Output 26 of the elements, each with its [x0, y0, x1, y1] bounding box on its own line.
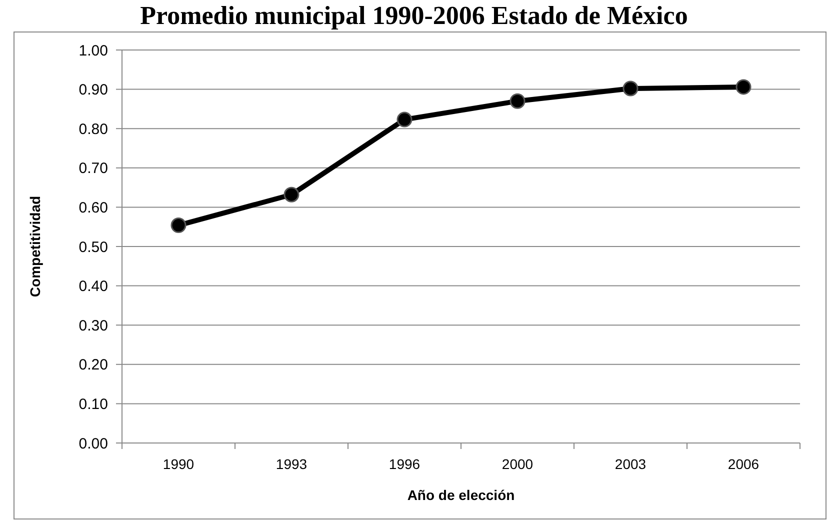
point	[396, 112, 412, 128]
y-tick-label: 0.90	[78, 82, 108, 99]
y-tick-label: 0.60	[78, 199, 108, 216]
point	[510, 93, 526, 109]
y-tick-label: 0.10	[78, 396, 108, 413]
y-tick-label: 0.00	[78, 435, 108, 452]
y-tick-label: 0.30	[78, 317, 108, 334]
x-tick-label: 2003	[614, 456, 646, 472]
x-axis-title: Año de elección	[407, 487, 515, 503]
x-tick-label: 2000	[502, 456, 534, 472]
x-tick-label: 1996	[388, 456, 420, 472]
y-tick-label: 0.40	[78, 278, 108, 296]
point	[284, 186, 300, 202]
point	[622, 80, 638, 96]
y-tick-label: 0.70	[78, 160, 108, 178]
x-tick-label: 2006	[728, 456, 760, 472]
x-tick-label: 1990	[162, 456, 194, 472]
y-tick-label: 1.00	[78, 42, 108, 60]
y-tick-label: 0.20	[78, 356, 108, 374]
point	[170, 218, 186, 234]
y-tick-label: 0.80	[78, 120, 108, 138]
x-tick-label: 1993	[276, 456, 308, 472]
y-axis-title: Competitividad	[27, 196, 43, 298]
point	[736, 79, 752, 95]
y-tick-label: 0.50	[78, 238, 108, 256]
chart-title: Promedio municipal 1990-2006 Estado de México	[140, 1, 688, 30]
